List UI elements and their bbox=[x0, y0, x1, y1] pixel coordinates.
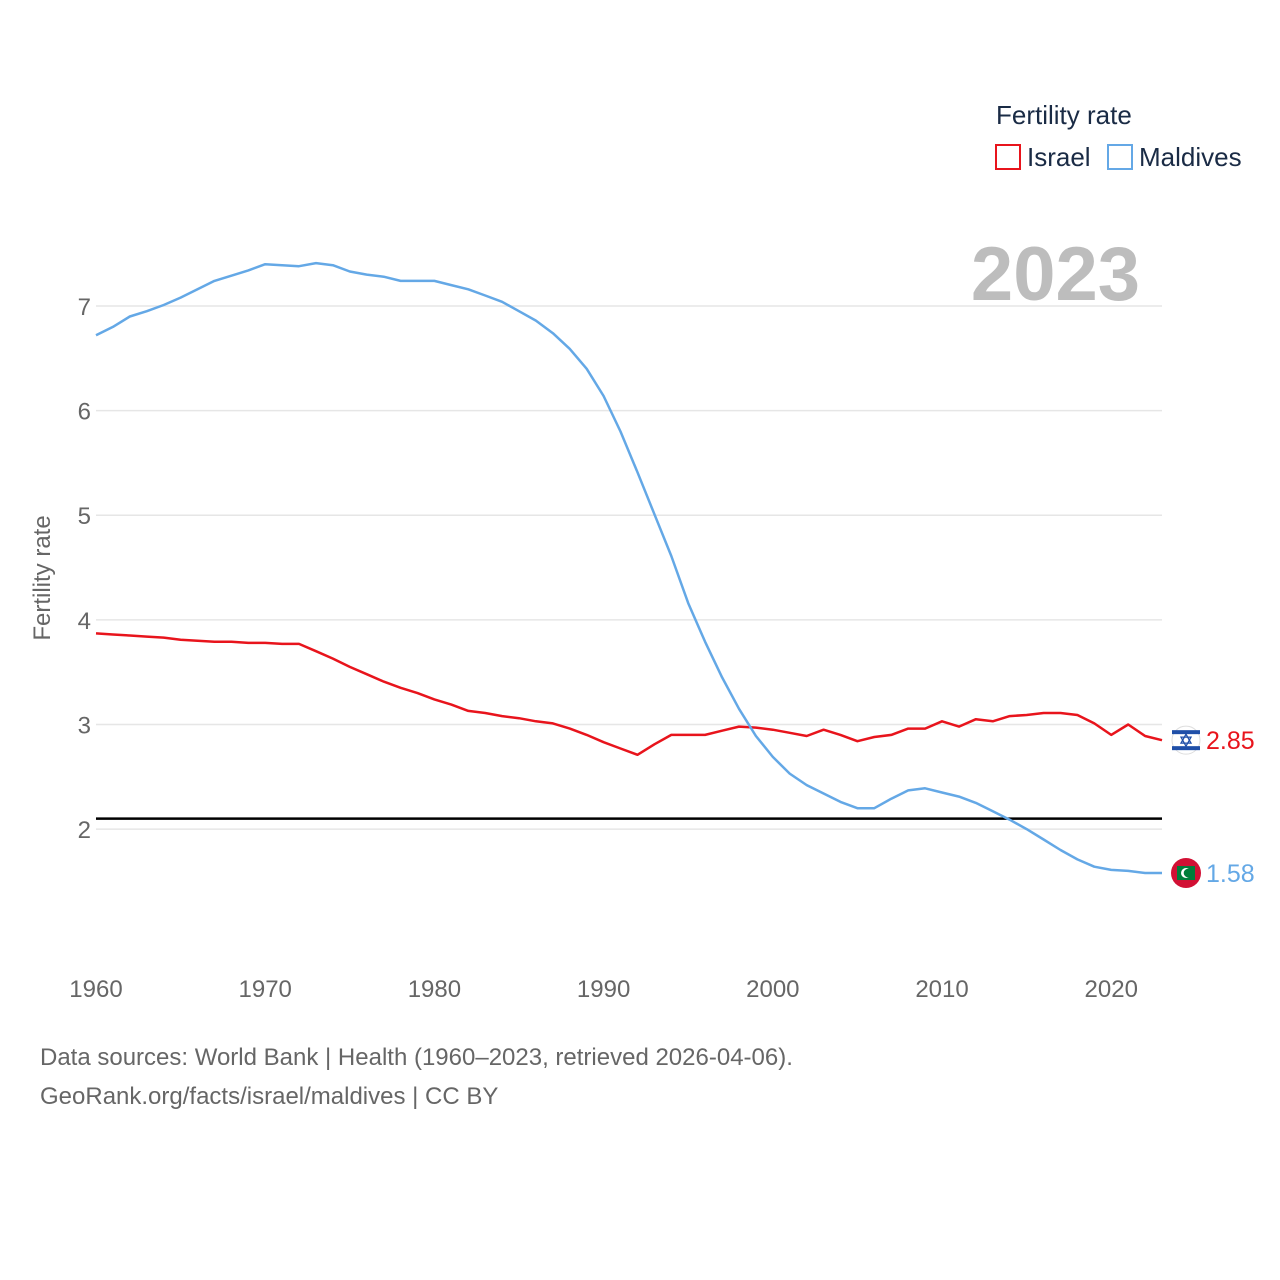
y-tick-label: 6 bbox=[78, 399, 91, 426]
footer-attribution: GeoRank.org/facts/israel/maldives | CC B… bbox=[40, 1083, 499, 1110]
x-tick-label: 1990 bbox=[577, 976, 630, 1003]
x-axis-ticks: 1960 1970 1980 1990 2000 2010 2020 bbox=[69, 976, 1138, 1003]
maldives-flag-icon bbox=[1171, 858, 1201, 889]
series-lines bbox=[95, 261, 1163, 875]
x-tick-label: 1980 bbox=[408, 976, 461, 1003]
legend-item-maldives[interactable]: Maldives bbox=[1107, 142, 1242, 172]
grid-lines bbox=[96, 305, 1162, 830]
footer-sources: Data sources: World Bank | Health (1960–… bbox=[40, 1044, 793, 1071]
legend-swatch-maldives bbox=[1107, 144, 1133, 170]
y-tick-label: 5 bbox=[78, 503, 91, 530]
legend-item-israel[interactable]: Israel bbox=[995, 142, 1091, 172]
legend-title: Fertility rate bbox=[996, 100, 1132, 130]
y-tick-label: 2 bbox=[78, 817, 91, 844]
x-tick-label: 2000 bbox=[746, 976, 799, 1003]
series-line-maldives bbox=[95, 261, 1162, 875]
legend-label-israel: Israel bbox=[1027, 142, 1091, 172]
legend: Fertility rate Israel Maldives bbox=[995, 100, 1242, 172]
end-value-maldives: 1.58 bbox=[1206, 860, 1255, 888]
end-marker-israel: 2.85 bbox=[1171, 725, 1255, 755]
end-marker-maldives: 1.58 bbox=[1171, 858, 1255, 889]
x-tick-label: 2010 bbox=[915, 976, 968, 1003]
y-tick-label: 4 bbox=[78, 608, 91, 635]
y-axis-label: Fertility rate bbox=[29, 515, 56, 640]
x-tick-label: 1960 bbox=[69, 976, 122, 1003]
y-tick-label: 3 bbox=[78, 712, 91, 739]
y-axis-ticks: 2 3 4 5 6 7 bbox=[78, 294, 91, 844]
legend-swatch-israel bbox=[995, 144, 1021, 170]
x-tick-label: 1970 bbox=[239, 976, 292, 1003]
year-watermark: 2023 bbox=[971, 232, 1140, 317]
end-value-israel: 2.85 bbox=[1206, 727, 1255, 755]
series-line-israel bbox=[95, 632, 1163, 757]
israel-flag-icon bbox=[1171, 725, 1201, 755]
y-tick-label: 7 bbox=[78, 294, 91, 321]
x-tick-label: 2020 bbox=[1085, 976, 1138, 1003]
end-markers: 2.85 1.58 bbox=[1171, 725, 1255, 889]
legend-label-maldives: Maldives bbox=[1139, 142, 1242, 172]
